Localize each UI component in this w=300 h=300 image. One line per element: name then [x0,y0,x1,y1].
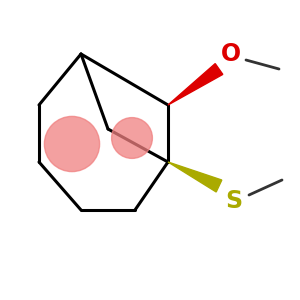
Text: S: S [225,189,243,213]
Circle shape [44,116,100,172]
Polygon shape [168,162,222,192]
Circle shape [112,118,152,158]
Text: O: O [221,42,241,66]
Polygon shape [168,64,223,105]
